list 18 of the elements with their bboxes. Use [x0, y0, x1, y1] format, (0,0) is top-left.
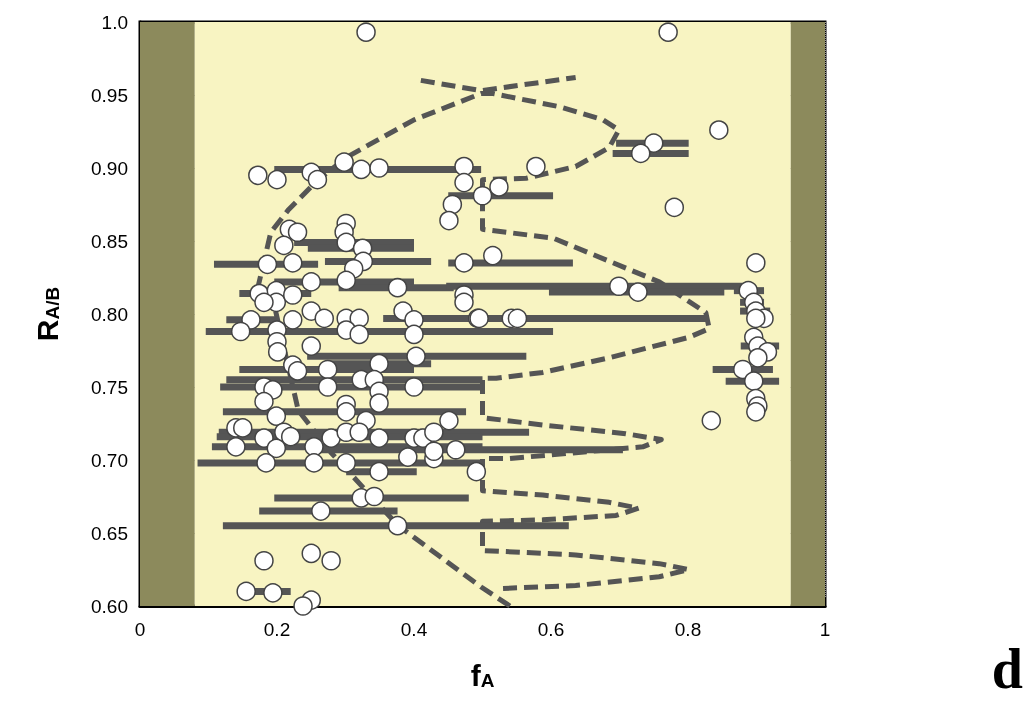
text: d — [991, 638, 1024, 700]
y-tick-label: 0.75 — [91, 376, 128, 398]
x-axis-title: fA — [470, 658, 495, 692]
x-tick-label: 0.6 — [537, 619, 565, 640]
x-tick-label: 0.2 — [263, 619, 291, 640]
y-axis-title: RA/B — [30, 286, 64, 342]
y-tick-label: 0.65 — [91, 522, 128, 544]
y-tick-label: 0.85 — [91, 230, 128, 252]
x-tick-label: 0 — [134, 619, 146, 640]
y-tick-label: 0.70 — [91, 449, 128, 471]
x-tick-label: 0.8 — [674, 619, 702, 640]
x-tick-label: 1 — [819, 619, 831, 640]
x-tick-label: 0.4 — [400, 619, 428, 640]
y-tick-label: 0.60 — [91, 595, 128, 617]
y-tick-label: 1.0 — [101, 11, 128, 33]
y-tick-label: 0.90 — [91, 157, 128, 179]
y-tick-label: 0.95 — [91, 84, 128, 106]
y-tick-label: 0.80 — [91, 303, 128, 325]
